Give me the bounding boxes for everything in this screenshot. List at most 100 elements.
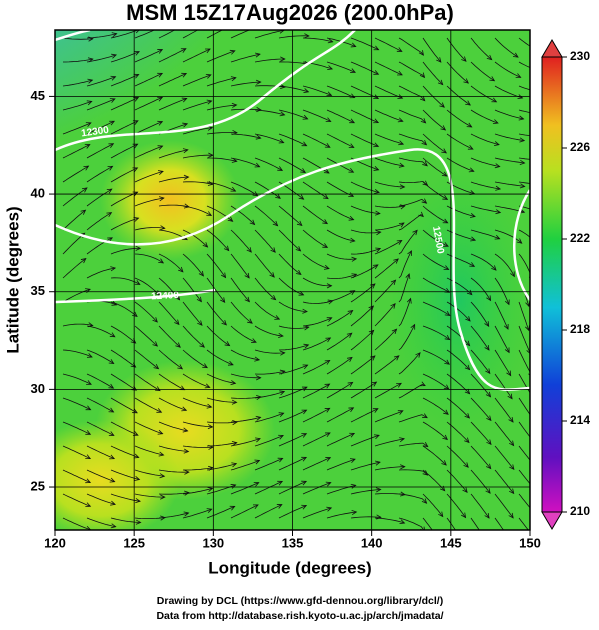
arrowhead [244, 272, 250, 279]
arrowhead [153, 364, 160, 370]
streamline [182, 301, 203, 326]
arrowhead [484, 512, 490, 519]
streamline [302, 317, 332, 327]
arrowhead [467, 144, 474, 150]
arrowhead [157, 145, 164, 151]
arrowhead [373, 94, 380, 100]
streamline [518, 61, 530, 68]
arrowhead [244, 296, 251, 303]
streamline [62, 445, 91, 459]
arrowhead [323, 168, 330, 174]
arrowhead [346, 332, 353, 338]
arrowhead [420, 381, 426, 387]
streamline [62, 122, 92, 135]
streamline [494, 373, 513, 399]
arrowhead [255, 437, 261, 443]
streamline [254, 229, 276, 253]
arrowhead [493, 141, 500, 146]
arrowhead [397, 410, 404, 415]
arrowhead [156, 408, 163, 413]
streamline [422, 325, 450, 340]
arrowhead [347, 381, 354, 387]
arrowhead [86, 100, 93, 106]
arrowhead [231, 157, 238, 163]
streamline [518, 469, 530, 485]
streamline [518, 229, 530, 238]
arrowhead [486, 439, 492, 446]
streamline [374, 466, 405, 471]
arrowhead [350, 68, 356, 73]
streamline [158, 176, 189, 183]
streamline [134, 445, 164, 456]
streamline [86, 54, 117, 63]
arrowhead [485, 368, 491, 375]
streamline [446, 229, 476, 241]
streamline [86, 469, 115, 483]
streamline [326, 511, 357, 519]
streamline [134, 227, 165, 231]
streamline [158, 421, 188, 432]
streamline [398, 469, 428, 476]
arrowhead [301, 456, 308, 462]
streamline [206, 463, 237, 471]
x-tick-label: 150 [519, 535, 541, 550]
arrowhead [442, 218, 449, 224]
streamline [206, 373, 236, 384]
streamline [206, 506, 235, 519]
streamline [110, 97, 139, 111]
arrowhead [278, 138, 285, 144]
arrowhead [208, 152, 214, 158]
streamline [422, 109, 446, 131]
streamline [206, 132, 237, 135]
streamline [158, 73, 187, 87]
arrowhead [301, 141, 308, 147]
arrowhead [437, 79, 444, 86]
streamline [86, 325, 115, 338]
streamline [494, 229, 522, 244]
arrowhead [85, 405, 92, 411]
streamline [302, 37, 333, 43]
arrowhead [351, 510, 358, 516]
streamline [182, 488, 213, 495]
streamline [62, 373, 92, 385]
streamline [422, 349, 450, 365]
arrowhead [87, 57, 94, 63]
arrowhead [322, 219, 329, 225]
arrowhead [444, 310, 451, 316]
arrowhead [178, 266, 184, 273]
streamline [86, 143, 114, 159]
arrowhead [207, 487, 214, 492]
streamline [254, 370, 285, 375]
streamline [470, 37, 492, 60]
arrowhead [301, 409, 308, 415]
arrowhead [375, 230, 382, 236]
arrowhead [135, 498, 141, 504]
arrowhead [85, 430, 92, 435]
streamline [110, 349, 136, 368]
streamline [278, 61, 309, 65]
streamline [86, 76, 116, 87]
arrowhead [184, 469, 190, 475]
arrowhead [390, 303, 396, 309]
streamline [302, 181, 329, 199]
arrowhead [390, 279, 397, 286]
streamline [518, 253, 530, 275]
streamline [422, 277, 450, 293]
arrowhead [422, 160, 428, 167]
arrowhead [280, 56, 286, 62]
contour-label: 12300 [80, 125, 110, 140]
arrowhead [346, 356, 353, 363]
arrowhead [224, 341, 231, 347]
arrowhead [202, 242, 209, 248]
arrowhead [348, 143, 355, 148]
arrowhead [175, 342, 181, 348]
arrowhead [206, 403, 213, 409]
streamline [518, 109, 530, 113]
streamline [470, 253, 497, 271]
streamline [206, 181, 236, 192]
streamline [278, 109, 308, 120]
streamline [206, 277, 226, 303]
streamline [110, 493, 141, 502]
streamline [302, 253, 330, 269]
streamline [254, 58, 285, 63]
